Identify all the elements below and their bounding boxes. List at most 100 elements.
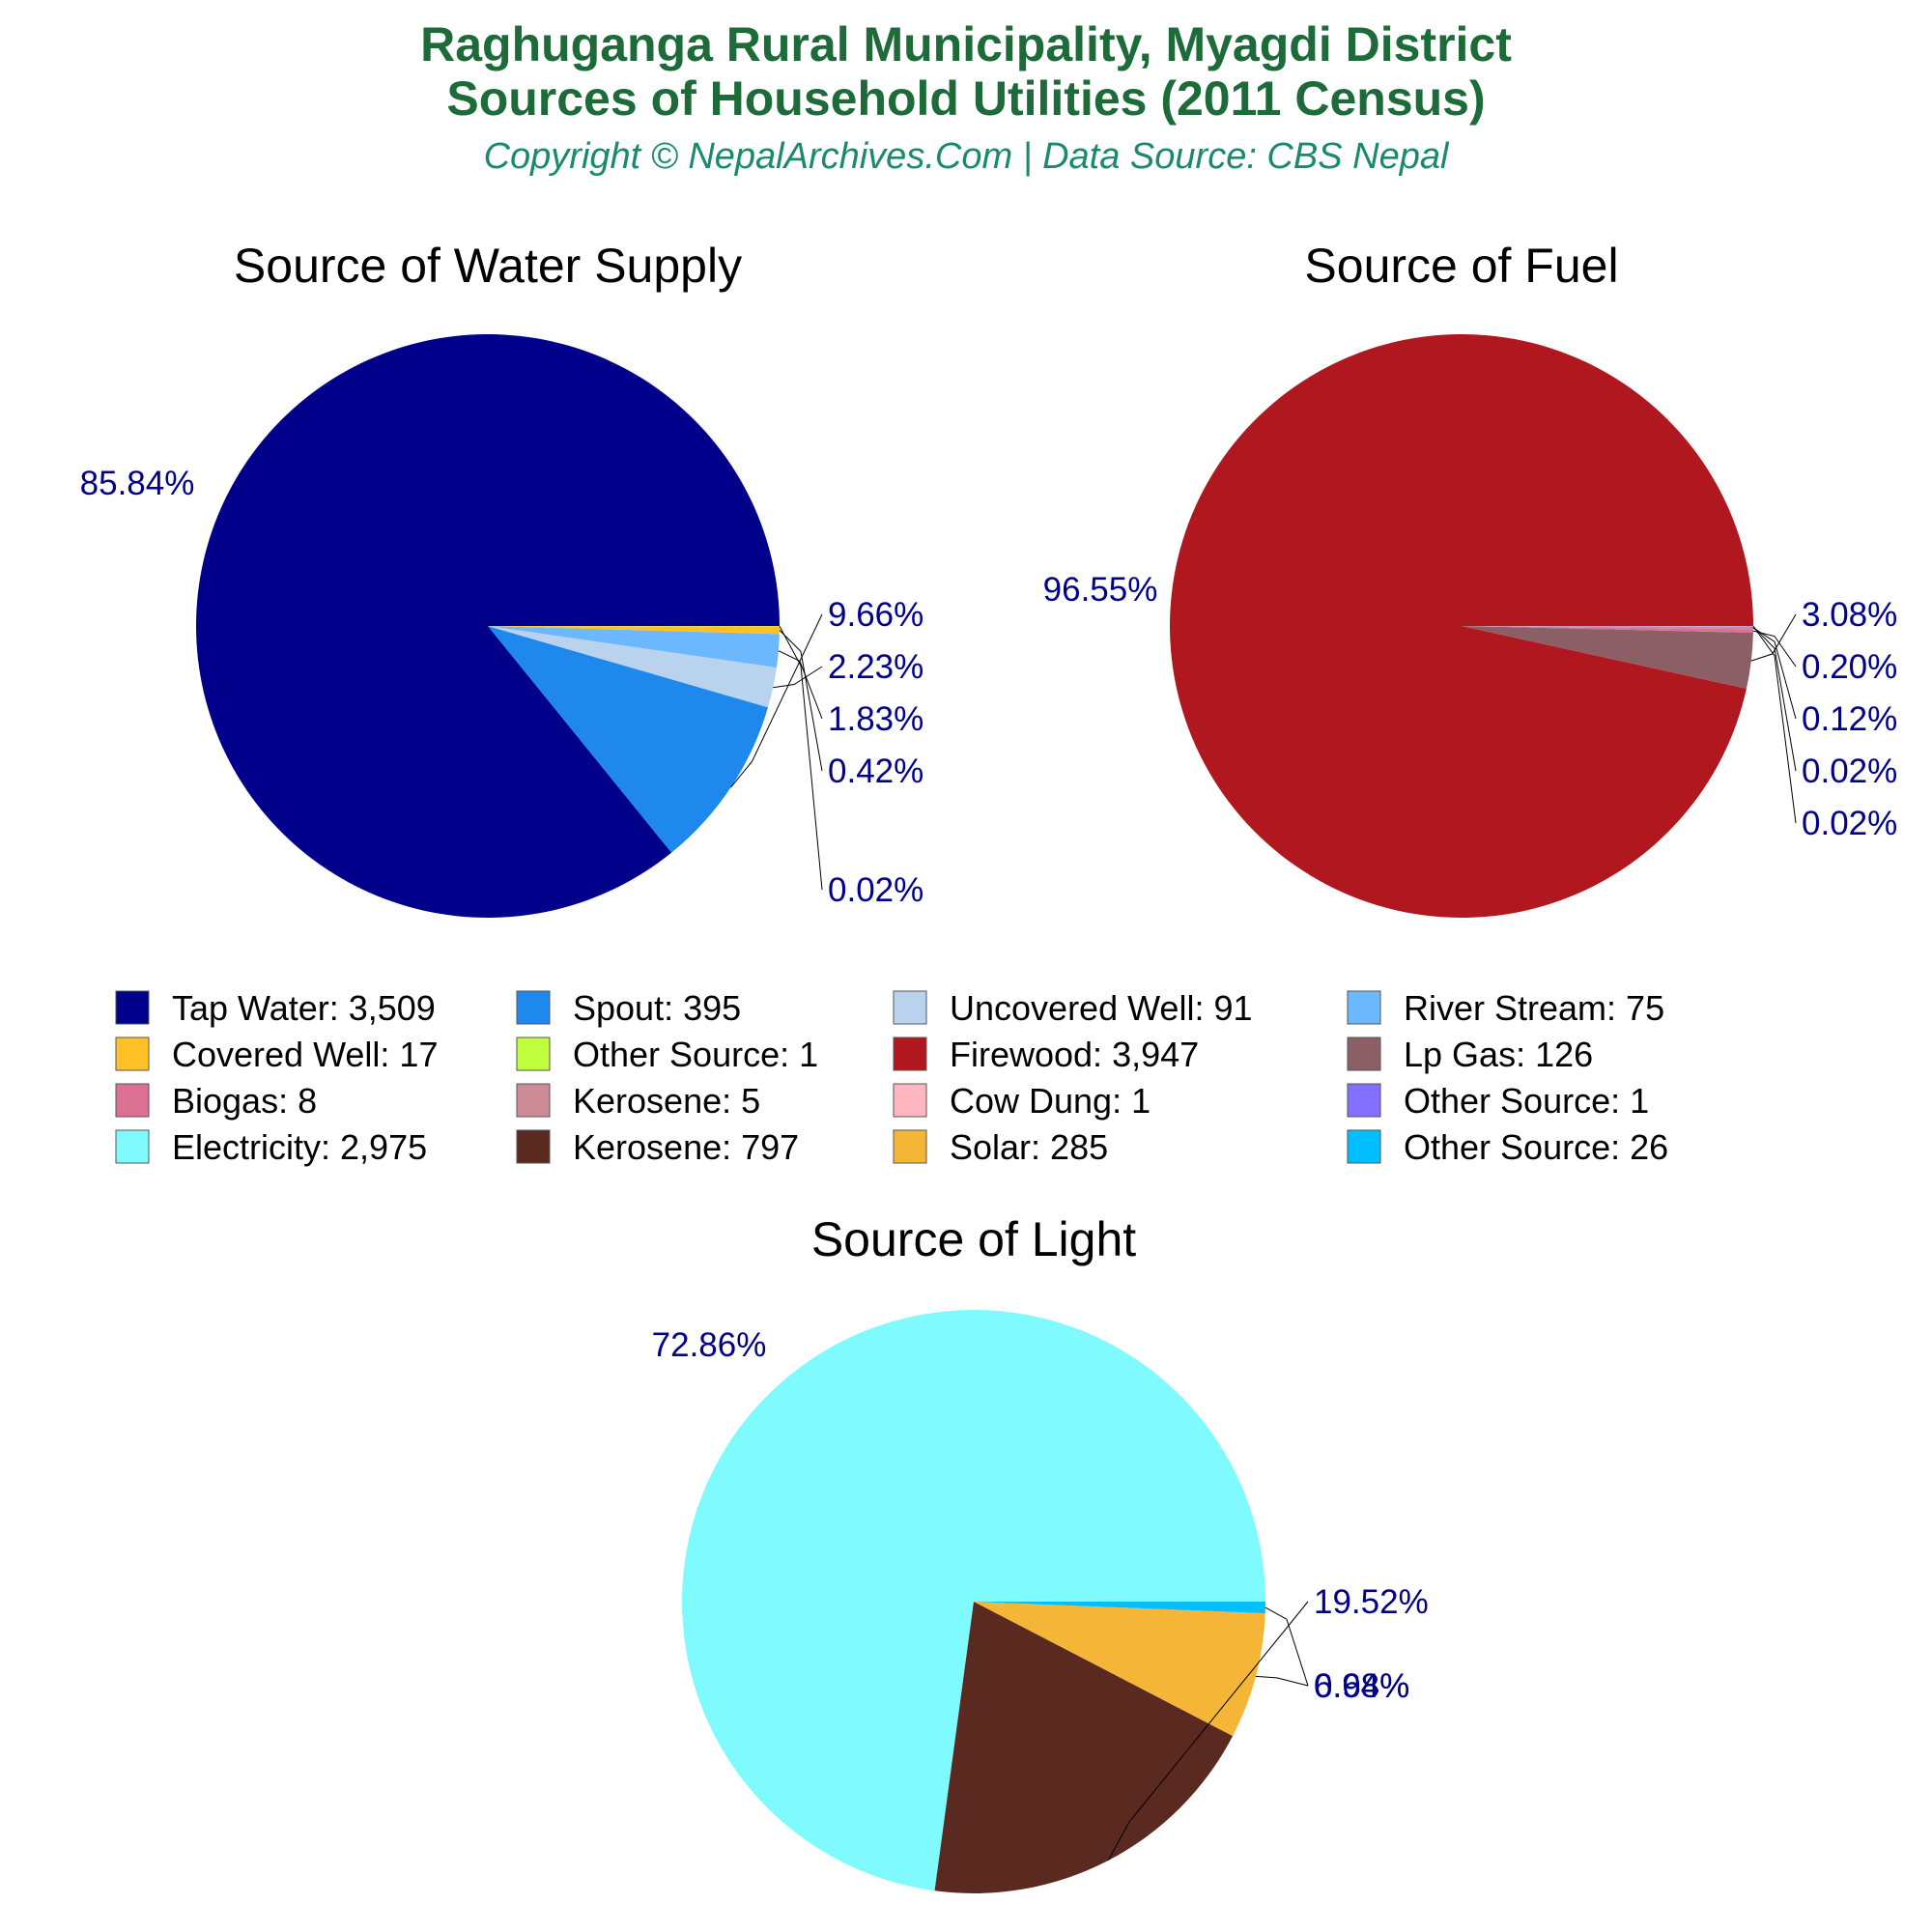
chart-title-line-2: Sources of Household Utilities (2011 Cen… [446,71,1486,126]
legend-swatch [1347,1129,1381,1164]
legend-item-river-stream-75: River Stream: 75 [1347,988,1664,1028]
legend-item-kerosene-5: Kerosene: 5 [516,1081,760,1121]
pct-label-solar: 6.98% [1314,1667,1409,1705]
pct-label-lp-gas: 3.08% [1802,596,1897,634]
leader-line-lp-gas [1750,613,1797,662]
pie-slice-covered-well [488,626,780,635]
legend-item-other-source-1: Other Source: 1 [516,1035,818,1074]
legend-item-solar-285: Solar: 285 [893,1127,1108,1167]
pie-slice-lp-gas [1462,626,1753,689]
leader-line-other-source [1264,1606,1309,1687]
legend-label: Cow Dung: 1 [950,1081,1151,1121]
leader-line-kerosene [1107,1601,1309,1861]
legend-swatch [516,1129,551,1164]
legend-label: Other Source: 1 [573,1035,818,1074]
pct-label-biogas: 0.20% [1802,648,1897,686]
legend-label: Uncovered Well: 91 [950,988,1253,1028]
chart-header: Raghuganga Rural Municipality, Myagdi Di… [0,0,1932,178]
legend-label: Other Source: 1 [1404,1081,1649,1121]
pct-label-kerosene: 19.52% [1314,1583,1429,1621]
pie-chart-source-of-fuel: Source of Fuel 96.55% 3.08% 0.20% 0.12% 0.02%… [1043,239,1897,918]
legend-swatch [516,1037,551,1071]
leader-line-other-source [1752,625,1797,824]
pct-label-other-source: 0.02% [1802,805,1897,842]
legend-label: Electricity: 2,975 [172,1127,427,1167]
legend-item-kerosene-797: Kerosene: 797 [516,1127,799,1167]
pie-slice-firewood [1170,333,1753,918]
pie-slice-other-source [974,1602,1265,1614]
legend-swatch [516,1083,551,1118]
legend-swatch [1347,1037,1381,1071]
legend-item-other-source-1: Other Source: 1 [1347,1081,1649,1121]
legend-swatch [1347,990,1381,1025]
pie-title-source-of-light: Source of Light [811,1212,1136,1266]
legend-item-biogas-8: Biogas: 8 [115,1081,317,1121]
pie-slice-solar [974,1602,1265,1737]
pct-label-kerosene: 0.12% [1802,700,1897,738]
chart-title-line-1: Raghuganga Rural Municipality, Myagdi Di… [420,17,1512,71]
pie-slice-tap-water [195,333,780,919]
pie-chart-source-of-light: Source of Light 72.86% 19.52% 6.98%0.64% [652,1212,1429,1893]
leader-line-uncovered-well [773,666,823,689]
legend-label: Spout: 395 [573,988,741,1028]
pie-slice-biogas [1462,626,1753,633]
legend-swatch [893,1083,927,1118]
pct-label-electricity: 72.86% [652,1326,767,1364]
legend-item-firewood-3-947: Firewood: 3,947 [893,1035,1199,1074]
legend-label: Tap Water: 3,509 [172,988,436,1028]
pie-chart-source-of-water-supply: Source of Water Supply 85.84% 9.66% 2.23% 1.… [80,239,923,919]
legend-swatch [893,1037,927,1071]
leader-line-solar [1255,1675,1309,1687]
legend-swatch [115,1129,150,1164]
leader-line-covered-well [779,630,823,772]
pct-label-cow-dung: 0.02% [1802,753,1897,790]
pct-label-firewood: 96.55% [1043,571,1158,609]
legend-label: Solar: 285 [950,1127,1108,1167]
legend-swatch [516,990,551,1025]
legend-item-tap-water-3-509: Tap Water: 3,509 [115,988,436,1028]
legend-item-uncovered-well-91: Uncovered Well: 91 [893,988,1253,1028]
pie-title-source-of-water-supply: Source of Water Supply [234,239,742,293]
pct-label-other-source: 0.02% [828,871,923,909]
legend-item-electricity-2-975: Electricity: 2,975 [115,1127,427,1167]
pct-label-uncovered-well: 2.23% [828,648,923,686]
leader-line-kerosene [1752,627,1797,720]
legend-swatch [115,990,150,1025]
legend-label: Other Source: 26 [1404,1127,1668,1167]
pie-slice-river-stream [488,626,780,668]
legend-swatch [893,990,927,1025]
leader-line-spout [730,613,823,788]
legend-item-lp-gas-126: Lp Gas: 126 [1347,1035,1593,1074]
legend: Tap Water: 3,509 Spout: 395 Uncovered Well… [115,988,1668,1167]
pct-label-spout: 9.66% [828,596,923,634]
pct-label-tap-water: 85.84% [80,465,195,502]
legend-label: Firewood: 3,947 [950,1035,1199,1074]
legend-item-covered-well-17: Covered Well: 17 [115,1035,438,1074]
legend-label: Lp Gas: 126 [1404,1035,1593,1074]
legend-swatch [115,1083,150,1118]
pie-slice-kerosene [934,1602,1234,1893]
leader-line-other-source [779,625,823,891]
leader-line-cow-dung [1752,626,1797,772]
pie-slice-kerosene [1462,626,1753,630]
legend-label: River Stream: 75 [1404,988,1664,1028]
pie-slice-electricity [682,1310,1265,1891]
legend-swatch [115,1037,150,1071]
pct-label-river-stream: 1.83% [828,700,923,738]
legend-item-other-source-26: Other Source: 26 [1347,1127,1668,1167]
legend-item-spout-395: Spout: 395 [516,988,741,1028]
pie-slice-uncovered-well [488,626,777,708]
pie-title-source-of-fuel: Source of Fuel [1304,239,1618,293]
leader-line-river-stream [778,650,823,720]
legend-label: Kerosene: 797 [573,1127,799,1167]
legend-label: Biogas: 8 [172,1081,317,1121]
legend-swatch [1347,1083,1381,1118]
legend-label: Kerosene: 5 [573,1081,760,1121]
chart-subtitle: Copyright © NepalArchives.Com | Data Sou… [483,136,1449,177]
legend-label: Covered Well: 17 [172,1035,438,1074]
legend-swatch [893,1129,927,1164]
pct-label-other-source: 0.64% [1314,1667,1409,1705]
pie-slice-spout [488,626,769,853]
legend-item-cow-dung-1: Cow Dung: 1 [893,1081,1151,1121]
